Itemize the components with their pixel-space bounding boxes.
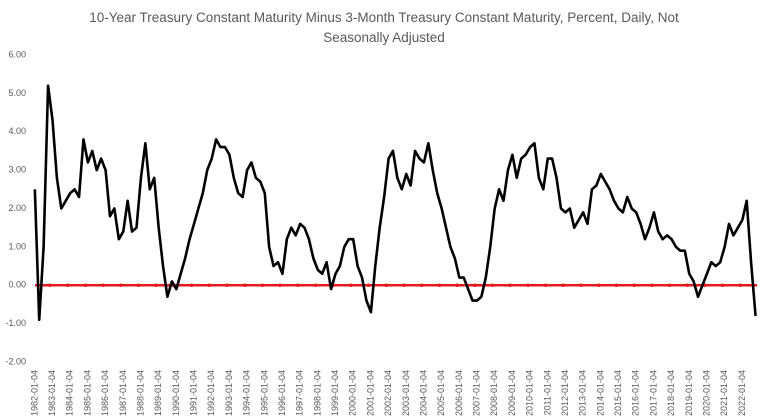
x-tick-label: 2010-01-04 bbox=[525, 370, 535, 416]
y-tick-label: -1.00 bbox=[5, 318, 26, 328]
reference-marker bbox=[508, 283, 512, 288]
reference-marker bbox=[685, 283, 689, 288]
reference-marker bbox=[650, 283, 654, 288]
x-tick-label: 2014-01-04 bbox=[595, 370, 605, 416]
reference-marker bbox=[402, 283, 406, 288]
reference-marker bbox=[437, 283, 442, 288]
reference-marker bbox=[667, 283, 672, 288]
reference-marker bbox=[384, 283, 389, 288]
x-tick-label: 2020-01-04 bbox=[701, 370, 711, 416]
y-tick-label: 1.00 bbox=[8, 241, 26, 251]
x-tick-label: 1998-01-04 bbox=[312, 370, 322, 416]
x-tick-label: 2004-01-04 bbox=[418, 370, 428, 416]
reference-marker bbox=[101, 283, 105, 288]
reference-marker bbox=[738, 283, 743, 288]
reference-marker bbox=[366, 283, 371, 288]
x-tick-label: 2005-01-04 bbox=[436, 370, 446, 416]
x-tick-label: 2019-01-04 bbox=[684, 370, 694, 416]
x-tick-label: 2013-01-04 bbox=[578, 370, 588, 416]
reference-marker bbox=[119, 283, 123, 288]
reference-marker bbox=[720, 283, 725, 288]
x-tick-label: 1991-01-04 bbox=[189, 370, 199, 416]
y-tick-label: 6.00 bbox=[8, 49, 26, 59]
reference-marker bbox=[543, 283, 548, 288]
reference-marker bbox=[83, 283, 88, 288]
x-tick-label: 2008-01-04 bbox=[489, 370, 499, 416]
reference-marker bbox=[596, 283, 601, 288]
reference-marker bbox=[278, 283, 282, 288]
reference-marker bbox=[419, 283, 424, 288]
x-tick-label: 2002-01-04 bbox=[383, 370, 393, 416]
reference-marker bbox=[579, 283, 583, 288]
x-tick-label: 2003-01-04 bbox=[401, 370, 411, 416]
x-tick-label: 2022-01-04 bbox=[737, 370, 747, 416]
x-tick-label: 1982-01-04 bbox=[29, 370, 39, 416]
x-tick-label: 2015-01-04 bbox=[613, 370, 623, 416]
reference-marker bbox=[207, 283, 212, 288]
x-tick-label: 1987-01-04 bbox=[118, 370, 128, 416]
x-tick-label: 2017-01-04 bbox=[648, 370, 658, 416]
reference-marker bbox=[490, 283, 495, 288]
x-tick-label: 1995-01-04 bbox=[259, 370, 269, 416]
x-tick-label: 1989-01-04 bbox=[153, 370, 163, 416]
x-tick-label: 1994-01-04 bbox=[242, 370, 252, 416]
y-tick-label: 4.00 bbox=[8, 126, 26, 136]
reference-marker bbox=[260, 283, 265, 288]
x-tick-label: 2016-01-04 bbox=[631, 370, 641, 416]
reference-marker bbox=[313, 283, 318, 288]
x-tick-label: 2006-01-04 bbox=[454, 370, 464, 416]
y-tick-label: -2.00 bbox=[5, 356, 26, 366]
reference-marker bbox=[225, 283, 229, 288]
reference-marker bbox=[455, 283, 459, 288]
reference-marker bbox=[526, 283, 530, 288]
x-tick-label: 1985-01-04 bbox=[82, 370, 92, 416]
reference-marker bbox=[614, 283, 619, 288]
reference-marker bbox=[136, 283, 141, 288]
x-tick-label: 1984-01-04 bbox=[65, 370, 75, 416]
x-tick-label: 2011-01-04 bbox=[542, 370, 552, 415]
x-tick-label: 1996-01-04 bbox=[277, 370, 287, 416]
x-tick-label: 2007-01-04 bbox=[472, 370, 482, 416]
y-tick-label: 3.00 bbox=[8, 165, 26, 175]
reference-marker bbox=[561, 283, 566, 288]
x-tick-label: 2012-01-04 bbox=[560, 370, 570, 416]
reference-marker bbox=[349, 283, 353, 288]
reference-marker bbox=[296, 283, 300, 288]
x-tick-label: 2018-01-04 bbox=[666, 370, 676, 416]
reference-marker bbox=[48, 283, 52, 288]
y-tick-label: 0.00 bbox=[8, 280, 26, 290]
x-tick-label: 1983-01-04 bbox=[47, 370, 57, 416]
x-tick-label: 1999-01-04 bbox=[330, 370, 340, 416]
x-tick-label: 1988-01-04 bbox=[135, 370, 145, 416]
reference-marker bbox=[632, 283, 636, 288]
x-tick-label: 2009-01-04 bbox=[507, 370, 517, 416]
reference-marker bbox=[189, 283, 194, 288]
x-tick-label: 1986-01-04 bbox=[100, 370, 110, 416]
chart-title: 10-Year Treasury Constant Maturity Minus… bbox=[89, 10, 679, 45]
y-tick-label: 2.00 bbox=[8, 203, 26, 213]
reference-marker bbox=[65, 283, 70, 288]
reference-marker bbox=[154, 283, 158, 288]
x-tick-label: 1993-01-04 bbox=[224, 370, 234, 416]
y-tick-label: 5.00 bbox=[8, 88, 26, 98]
x-tick-label: 2021-01-04 bbox=[719, 370, 729, 416]
x-tick-label: 1990-01-04 bbox=[171, 370, 181, 416]
x-tick-label: 2001-01-04 bbox=[365, 370, 375, 416]
reference-marker bbox=[242, 283, 247, 288]
series-line bbox=[33, 84, 757, 322]
reference-marker bbox=[473, 283, 477, 288]
x-tick-label: 1997-01-04 bbox=[295, 370, 305, 416]
x-tick-label: 2000-01-04 bbox=[348, 370, 358, 416]
x-tick-label: 1992-01-04 bbox=[206, 370, 216, 416]
